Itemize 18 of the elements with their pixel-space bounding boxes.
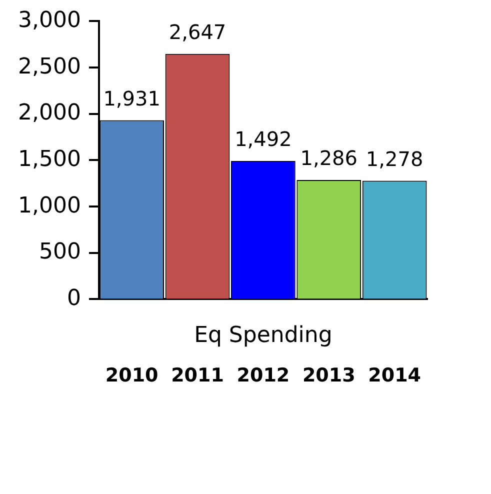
y-tick-label: 2,500	[18, 54, 81, 80]
y-tick-label: 0	[66, 286, 81, 311]
x-axis-title: Eq Spending	[194, 322, 332, 348]
x-tick-label: 2013	[302, 364, 356, 387]
y-tick-label: 1,000	[18, 193, 81, 218]
y-tick-label: 500	[38, 240, 81, 265]
data-label: 2,647	[168, 20, 226, 44]
data-label: 1,492	[234, 127, 292, 152]
x-tick-label: 2010	[105, 364, 158, 387]
x-tick-label: 2012	[236, 364, 290, 387]
x-tick-label: 2014	[368, 364, 422, 387]
y-tick-label: 1,500	[18, 146, 81, 172]
data-label: 1,286	[300, 146, 358, 170]
data-label: 1,278	[366, 146, 424, 171]
x-tick-label: 2011	[171, 364, 224, 387]
data-label: 1,931	[103, 86, 160, 110]
y-tick-label: 3,000	[18, 8, 81, 33]
y-tick-label: 2,000	[18, 100, 81, 126]
